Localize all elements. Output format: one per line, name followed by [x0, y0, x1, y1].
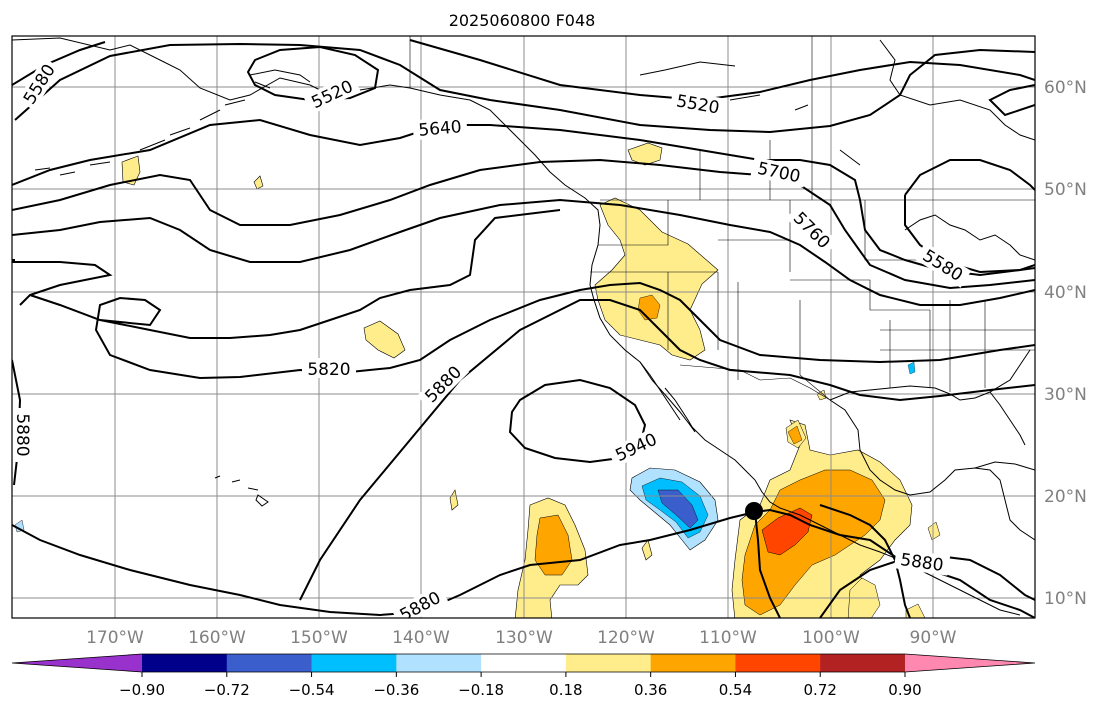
shading-yellow-small-a: [253, 175, 264, 190]
lon-label: 90°W: [910, 628, 957, 648]
lon-label: 110°W: [699, 628, 757, 648]
coastlines: [12, 37, 1035, 616]
contour-5880-ridge: [299, 299, 1035, 601]
lat-label: 10°N: [1044, 589, 1087, 609]
contour-1035-right: [988, 84, 1035, 117]
colorbar-over-extension: [905, 654, 1035, 672]
contour-5640-nw: [12, 41, 106, 86]
borders: [409, 36, 1035, 401]
colorbar-bin: [650, 654, 736, 672]
lon-label: 120°W: [597, 628, 655, 648]
coast-bc: [469, 99, 681, 421]
shading-blue-neg: [657, 489, 699, 529]
contour-5700: [12, 158, 1035, 290]
shading-orange-trop-west: [534, 514, 573, 576]
contour-label: 5820: [307, 360, 350, 380]
colorbar-tick-label: −0.54: [289, 681, 335, 699]
lat-label: 50°N: [1044, 180, 1087, 200]
lon-label: 100°W: [802, 628, 860, 648]
coast-alaska-arc: [249, 69, 311, 89]
lon-label: 150°W: [290, 628, 348, 648]
coast-gulf: [829, 399, 1035, 541]
colorbar-tick-label: −0.36: [373, 681, 419, 699]
shading-yellow-alaska-gulf: [627, 142, 663, 166]
coast-great-lakes: [904, 214, 1035, 261]
lon-label: 170°W: [86, 628, 144, 648]
colorbar-tick-label: 0.72: [804, 681, 837, 699]
coast-alaska: [12, 37, 471, 101]
colorbar-bin: [481, 654, 567, 672]
coast-mexico-west: [689, 424, 1021, 616]
contour-5520-low-ak: [246, 45, 380, 102]
contour-5640: [12, 118, 1035, 277]
contour-5760: [12, 198, 1035, 306]
shading-blue-small-b: [907, 361, 916, 375]
colorbar-bin: [396, 654, 482, 672]
storm-center-marker: [745, 502, 763, 520]
contour-5820: [12, 209, 1035, 380]
colorbar-bin: [142, 654, 228, 672]
contour-5880-mex: [754, 511, 781, 618]
colorbar-tick-label: −0.18: [458, 681, 504, 699]
contour-trough-se: [819, 504, 911, 618]
coast-hawaii: [214, 475, 269, 507]
colorbar-bin: [226, 654, 313, 672]
colorbar-tick-label: 0.18: [549, 681, 582, 699]
coast-florida: [989, 391, 1026, 446]
lat-label: 20°N: [1044, 487, 1087, 507]
colorbar-bin: [820, 654, 906, 672]
lon-label: 160°W: [188, 628, 246, 648]
colorbar-tick-label: 0.90: [888, 681, 921, 699]
contour-label: 5640: [418, 117, 463, 141]
map-title: 2025060800 F048: [449, 11, 596, 30]
colorbar-tick-label: 0.54: [719, 681, 752, 699]
map-frame: [11, 35, 1036, 619]
shading-yellow-small-f: [905, 603, 926, 618]
shading-yellow-small-b: [449, 489, 459, 511]
lat-label: 40°N: [1044, 283, 1087, 303]
lat-label: 60°N: [1044, 78, 1087, 98]
coast-aleutians: [34, 99, 246, 176]
lon-axis-labels: 170°W 160°W 150°W 140°W 130°W 120°W 110°…: [86, 628, 957, 648]
lon-label: 130°W: [495, 628, 553, 648]
colorbar-tick-label: −0.90: [119, 681, 165, 699]
shading-yellow-pacific-center: [363, 320, 406, 359]
contour-5580-n: [14, 42, 1035, 134]
shading-orange-small-e: [787, 425, 803, 445]
coast-hudson: [879, 39, 1035, 141]
coast-cuba: [974, 461, 1035, 471]
colorbar-bin: [565, 654, 652, 672]
lat-label: 30°N: [1044, 385, 1087, 405]
lon-label: 140°W: [392, 628, 450, 648]
shading-blue-small: [14, 519, 25, 533]
coast-canada-arctic: [639, 61, 861, 166]
contour-5520-can: [409, 39, 1035, 102]
colorbar-bin: [311, 654, 397, 672]
colorbar-tick-label: 0.36: [634, 681, 667, 699]
map-panel: 5580 5520 5520 5640 5700 5760 5580 5820: [11, 35, 1036, 619]
contour-label: 5880: [12, 413, 32, 456]
colorbar-bin: [735, 654, 821, 672]
shading-yellow-bering: [121, 155, 141, 186]
lat-axis-labels: 60°N 50°N 40°N 30°N 20°N 10°N: [1044, 78, 1087, 609]
shading-yellow-small-c: [641, 539, 653, 561]
colorbar: −0.90 −0.72 −0.54 −0.36 −0.18 0.18 0.36 0.54 0.7…: [11, 653, 1036, 699]
colorbar-under-extension: [12, 654, 142, 672]
colorbar-tick-label: −0.72: [204, 681, 250, 699]
